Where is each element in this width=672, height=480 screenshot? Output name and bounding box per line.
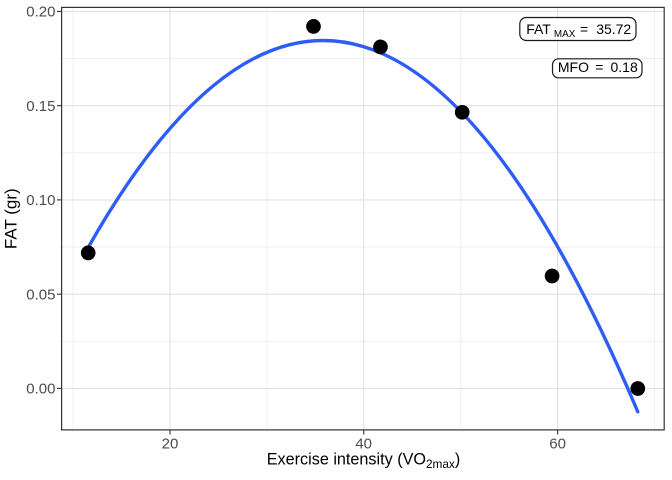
svg-text:0.05: 0.05: [26, 286, 55, 303]
svg-text:FAT (gr): FAT (gr): [2, 188, 21, 249]
svg-text:0.20: 0.20: [26, 4, 55, 21]
svg-text:0.15: 0.15: [26, 98, 55, 115]
svg-text:40: 40: [355, 435, 372, 452]
svg-text:0.10: 0.10: [26, 192, 55, 209]
svg-text:20: 20: [162, 435, 179, 452]
svg-text:Exercise intensity (VO2max): Exercise intensity (VO2max): [267, 450, 460, 471]
svg-text:60: 60: [549, 435, 566, 452]
svg-text:MFO=0.18: MFO = 0.18: [558, 59, 638, 75]
svg-text:0.00: 0.00: [26, 381, 55, 398]
